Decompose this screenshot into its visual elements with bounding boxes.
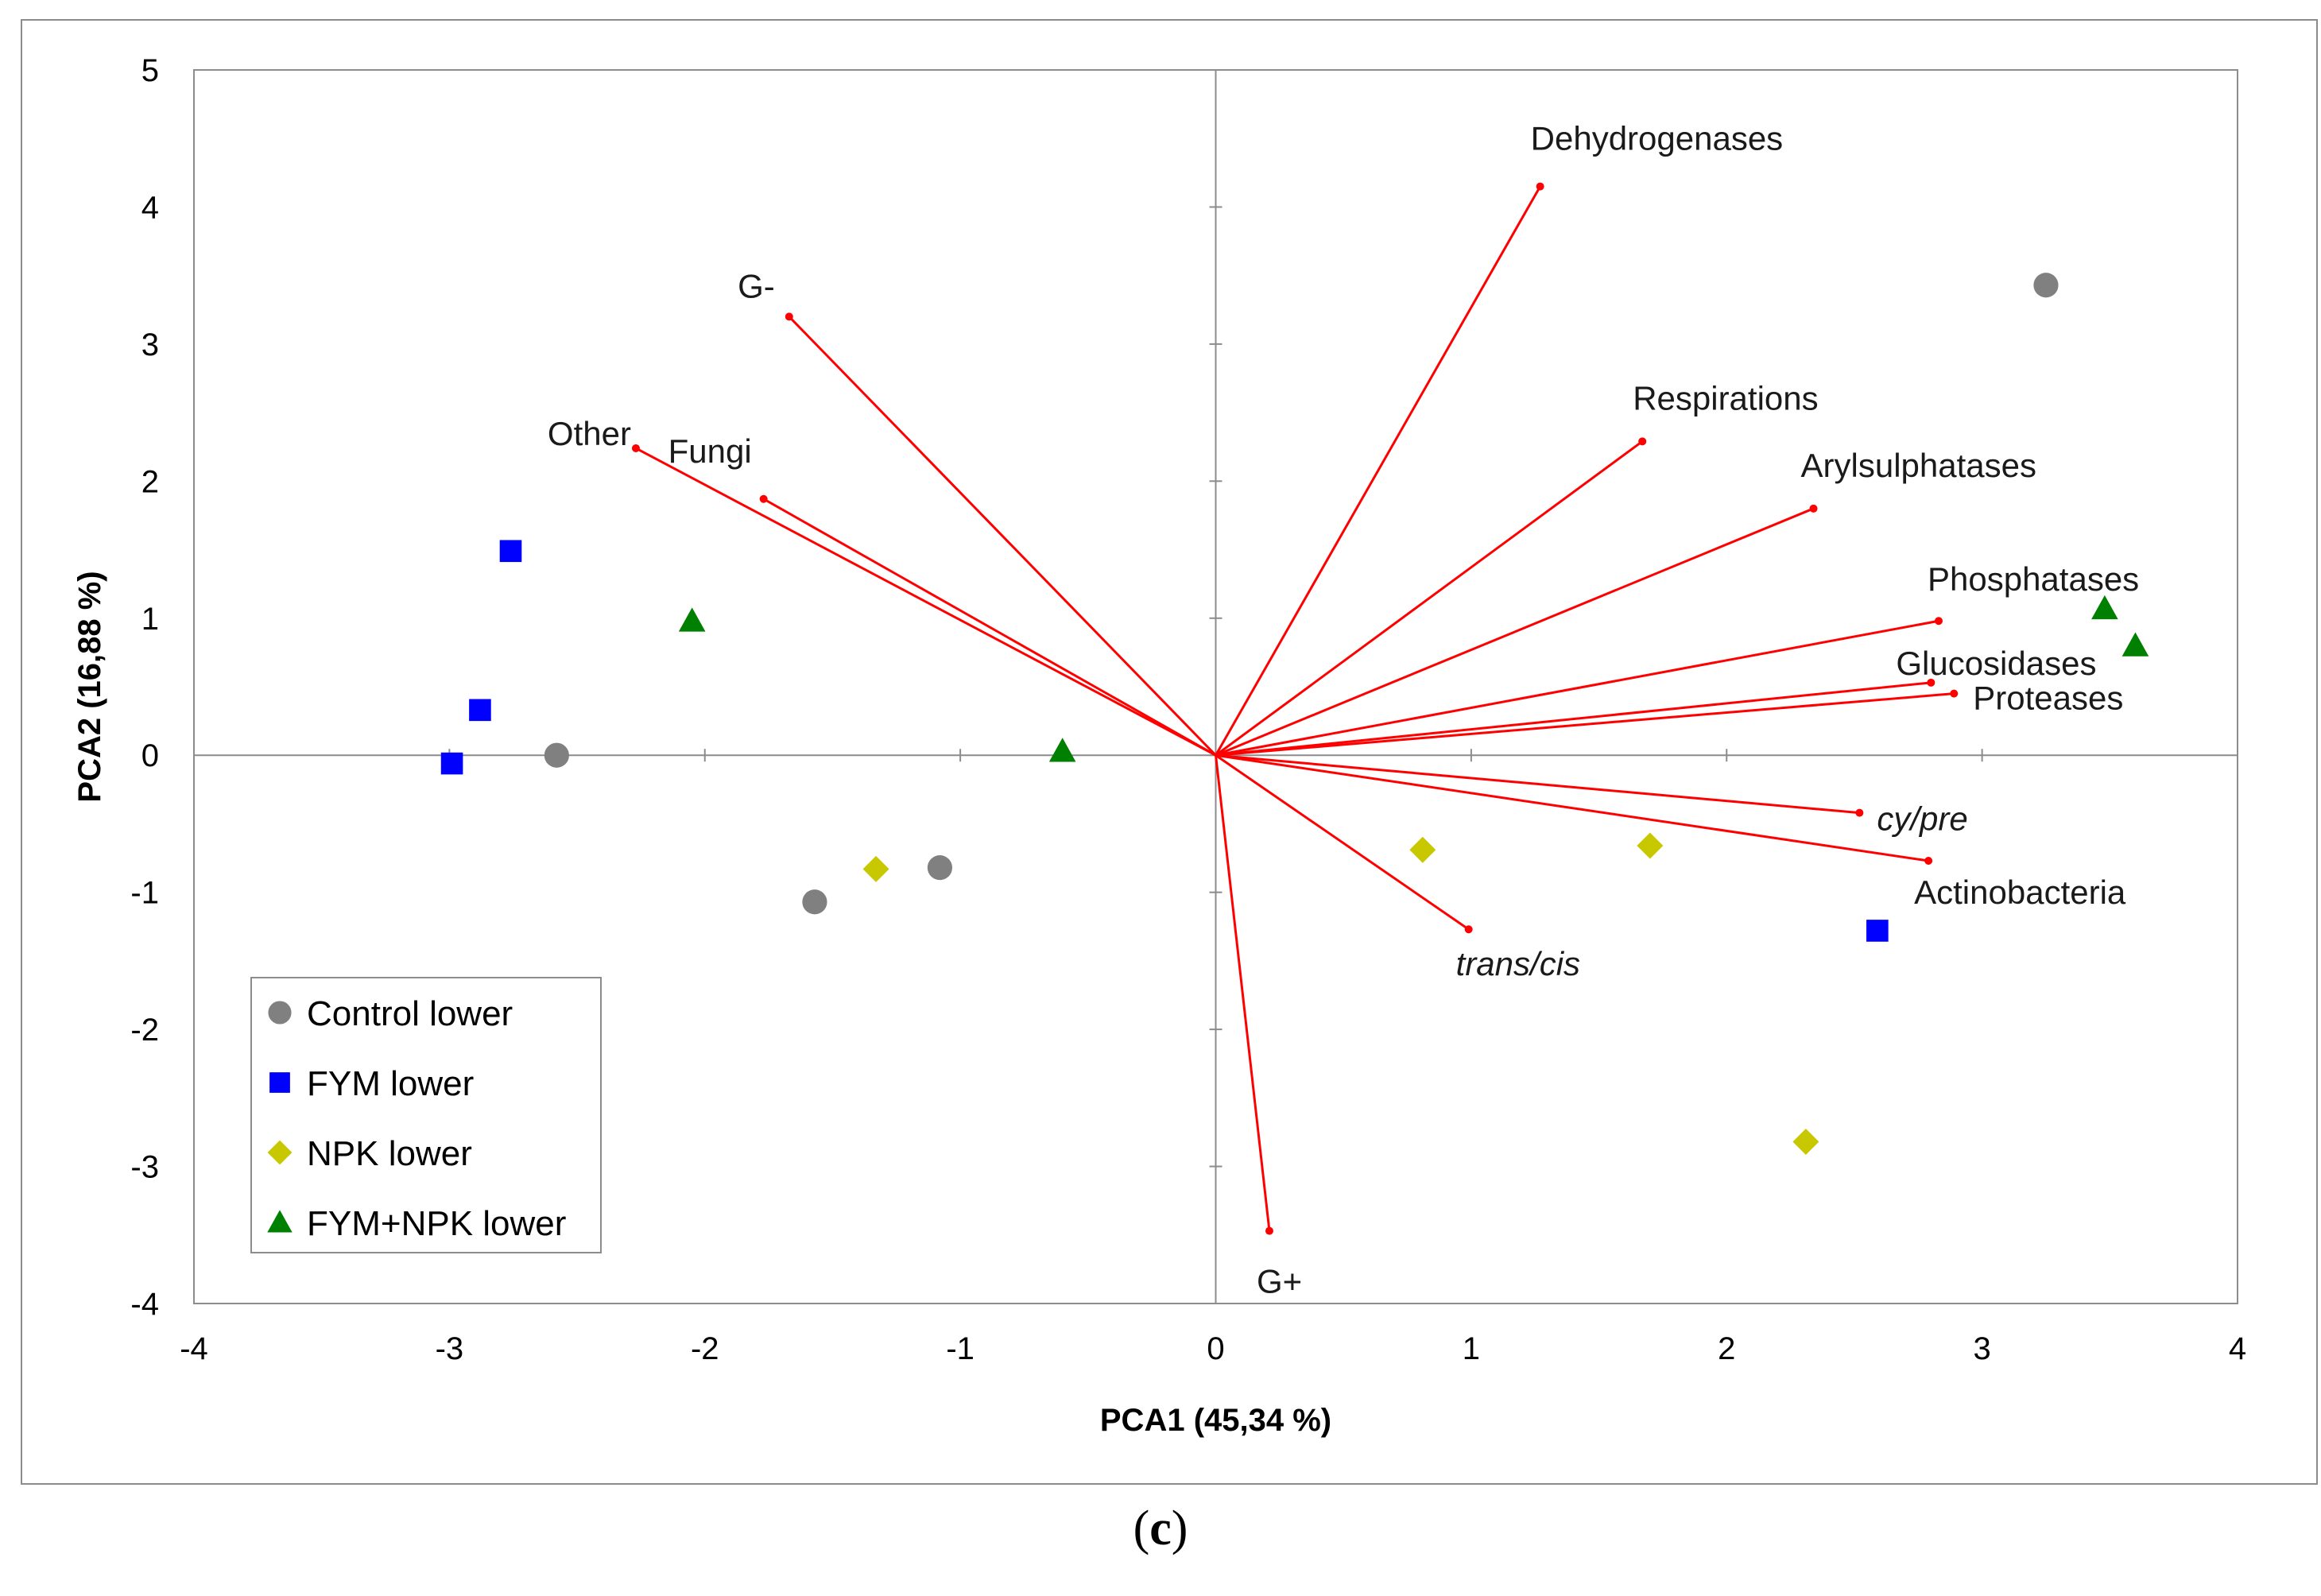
vector-trans-cis <box>1215 753 1470 931</box>
vector-dehydrogenases <box>1215 185 1541 756</box>
vector-tip <box>1924 857 1933 866</box>
vector-label: Dehydrogenases <box>1531 120 1784 157</box>
y-tick-label: -4 <box>130 1287 159 1322</box>
vector-label: G+ <box>1257 1263 1302 1300</box>
vector-tip <box>1536 182 1544 191</box>
vector-g- <box>788 316 1217 757</box>
y-tick-label: 3 <box>141 327 159 362</box>
x-tick-label: -1 <box>946 1331 975 1366</box>
vector-tip <box>1809 504 1818 513</box>
point-triangle <box>2121 632 2149 657</box>
point-square <box>1866 920 1889 942</box>
vector-tip <box>1464 925 1473 934</box>
vector-tip <box>1855 808 1864 817</box>
vector-label: Actinobacteria <box>1914 874 2126 911</box>
caption-close: ) <box>1171 1501 1188 1555</box>
point-diamond <box>1637 832 1664 859</box>
legend-box <box>250 977 602 1253</box>
y-tick-label: 2 <box>141 464 159 499</box>
legend-marker <box>269 1072 290 1093</box>
figure-caption: (c) <box>0 1501 2321 1557</box>
vector-tip <box>1638 437 1647 446</box>
x-tick-label: 4 <box>2229 1331 2246 1366</box>
vector-tip <box>1265 1226 1273 1235</box>
vector-label: Arylsulphatases <box>1801 447 2036 484</box>
vector-arylsulphatases <box>1215 507 1815 757</box>
point-diamond <box>862 855 889 882</box>
x-tick-label: 3 <box>1974 1331 1991 1366</box>
point-square <box>499 540 522 563</box>
vector-label: G- <box>738 267 775 304</box>
vector-tip <box>759 494 768 503</box>
vector-tip <box>1934 617 1943 626</box>
x-tick-label: -3 <box>436 1331 464 1366</box>
x-tick-label: 1 <box>1463 1331 1480 1366</box>
vector-tip <box>785 312 793 321</box>
caption-open: ( <box>1133 1501 1150 1555</box>
point-square <box>440 752 463 775</box>
legend-entry: FYM lower <box>307 1064 474 1103</box>
x-axis-title: PCA1 (45,34 %) <box>1100 1403 1331 1438</box>
y-tick-label: -2 <box>130 1013 159 1048</box>
vector-label: Fungi <box>668 432 752 470</box>
y-tick-label: 0 <box>141 738 159 773</box>
vector-phosphatases <box>1215 619 1939 757</box>
vector-label: Other <box>548 415 631 452</box>
vector-label: Respirations <box>1633 379 1818 416</box>
vector-proteases <box>1215 692 1955 757</box>
vector-label: Proteases <box>1973 680 2123 717</box>
vector-actinobacteria <box>1215 753 1929 862</box>
vector-label: trans/cis <box>1456 945 1580 982</box>
point-circle <box>544 742 569 768</box>
y-tick-label: 1 <box>141 602 159 637</box>
vector-label: Phosphatases <box>1928 560 2139 598</box>
point-square <box>469 699 491 722</box>
x-tick-label: 0 <box>1207 1331 1224 1366</box>
x-tick-label: 2 <box>1718 1331 1735 1366</box>
y-tick-label: 4 <box>141 190 159 225</box>
caption-letter: c <box>1149 1501 1172 1555</box>
x-tick-label: -4 <box>180 1331 208 1366</box>
vector-g- <box>1215 755 1271 1231</box>
point-triangle <box>1048 738 1076 762</box>
legend-entry: NPK lower <box>307 1134 472 1173</box>
legend-entry: Control lower <box>307 994 513 1033</box>
point-triangle <box>2091 595 2118 620</box>
vector-label: Glucosidases <box>1896 645 2096 682</box>
point-circle <box>927 855 953 881</box>
point-diamond <box>1409 836 1436 863</box>
legend-marker <box>268 1001 292 1025</box>
legend-marker <box>267 1210 293 1233</box>
point-circle <box>2033 273 2059 298</box>
y-tick-label: -1 <box>130 876 159 911</box>
x-tick-label: -2 <box>691 1331 719 1366</box>
vector-tip <box>1950 689 1959 698</box>
vector-other <box>635 447 1217 757</box>
legend-entry: FYM+NPK lower <box>307 1204 566 1243</box>
vector-tip <box>631 444 640 452</box>
point-triangle <box>678 607 706 632</box>
y-tick-label: 5 <box>141 53 159 88</box>
vector-fungi <box>762 498 1217 757</box>
legend-marker <box>267 1140 293 1165</box>
vector-tip <box>1927 678 1935 687</box>
vector-respirations <box>1215 440 1644 757</box>
pca-biplot: -4 -3 -2 -1 0 1 2 3 4 -4 -3 -2 -1 0 1 2 3 4 5 PCA1 (45,34 %… <box>72 53 2246 1438</box>
y-axis-title: PCA2 (16,88 %) <box>72 571 107 802</box>
point-circle <box>802 889 827 915</box>
point-diamond <box>1792 1129 1819 1156</box>
y-tick-label: -3 <box>130 1150 159 1185</box>
vector-cy-pre <box>1215 753 1860 815</box>
vector-glucosidases <box>1215 681 1932 757</box>
vector-label: cy/pre <box>1877 800 1967 838</box>
